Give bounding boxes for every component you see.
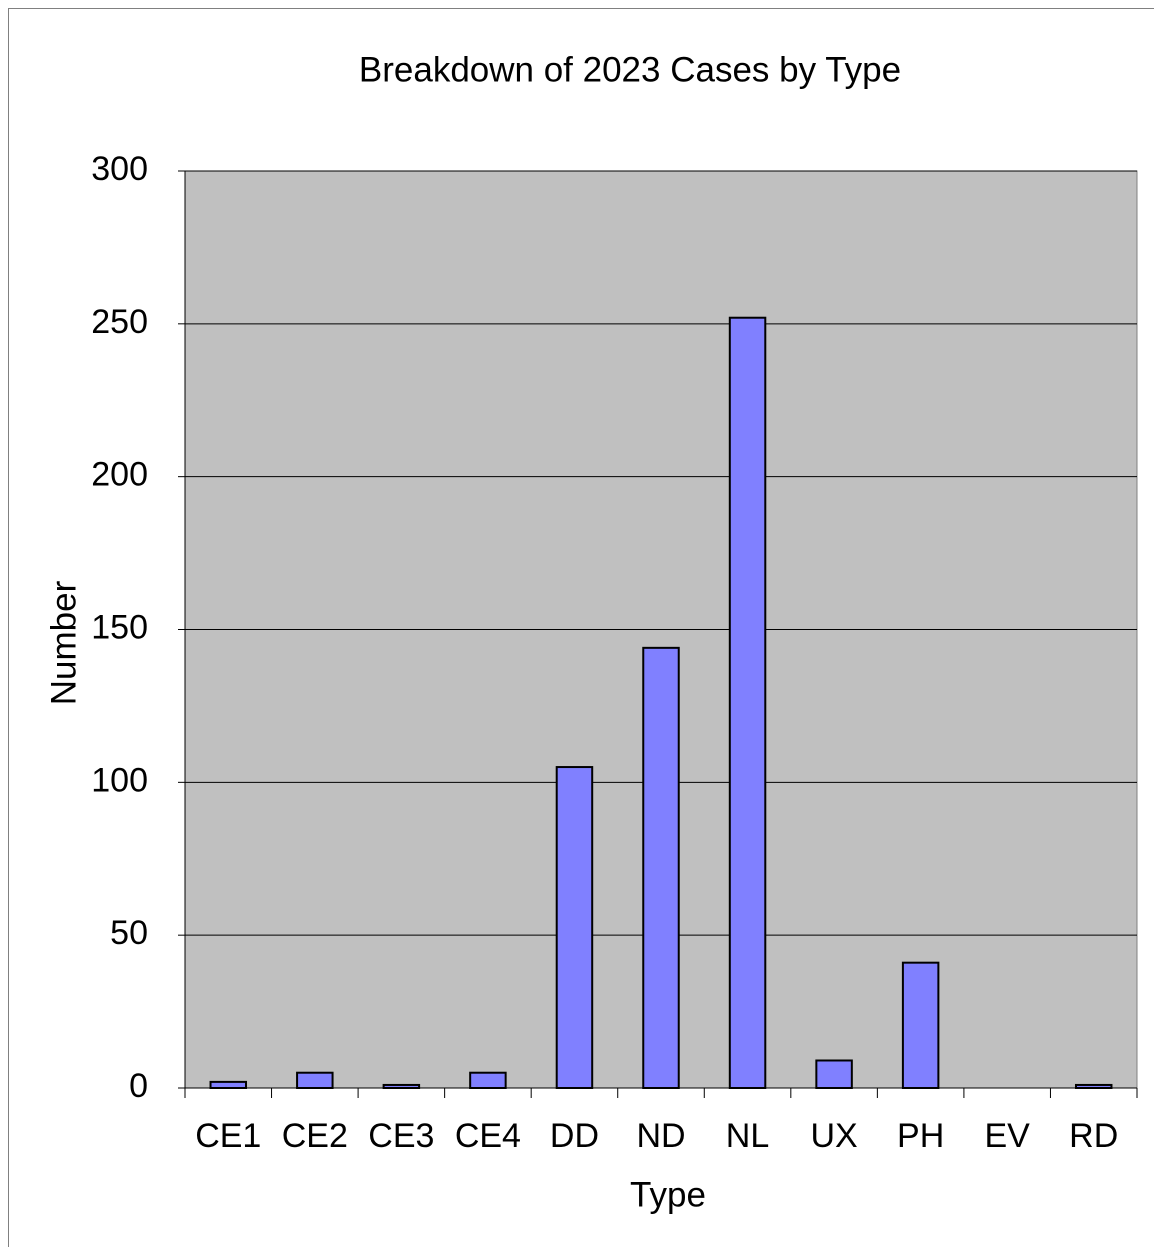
bar: [382, 1083, 421, 1090]
x-tick-label: PH: [897, 1117, 944, 1155]
x-tick-label: CE3: [368, 1117, 434, 1155]
y-tick-label: 300: [91, 150, 148, 188]
bar: [901, 961, 940, 1090]
x-tick-label: NL: [726, 1117, 769, 1155]
y-tick-label: 250: [91, 303, 148, 341]
y-tick-label: 100: [91, 761, 148, 799]
bar: [469, 1071, 507, 1090]
y-tick-label: 50: [110, 914, 148, 952]
bar: [296, 1071, 334, 1090]
x-tick-label: EV: [985, 1117, 1031, 1155]
bar: [555, 766, 594, 1089]
x-tick-label: CE4: [455, 1117, 521, 1155]
x-axis-label: Type: [630, 1175, 706, 1214]
bar: [642, 646, 680, 1090]
bar: [1074, 1083, 1113, 1090]
bar: [209, 1080, 248, 1090]
x-tick-label: CE2: [282, 1117, 348, 1155]
x-tick-label: DD: [550, 1117, 599, 1155]
x-tick-label: RD: [1069, 1117, 1118, 1155]
y-axis-label: Number: [44, 580, 83, 705]
x-tick-label: UX: [810, 1117, 857, 1155]
bar: [815, 1059, 853, 1089]
y-tick-label: 150: [91, 608, 148, 646]
chart-title: Breakdown of 2023 Cases by Type: [359, 50, 901, 89]
x-tick-label: CE1: [195, 1117, 261, 1155]
y-tick-label: 200: [91, 456, 148, 494]
y-tick-label: 0: [129, 1067, 148, 1105]
bar: [728, 316, 767, 1090]
x-tick-label: ND: [636, 1117, 685, 1155]
